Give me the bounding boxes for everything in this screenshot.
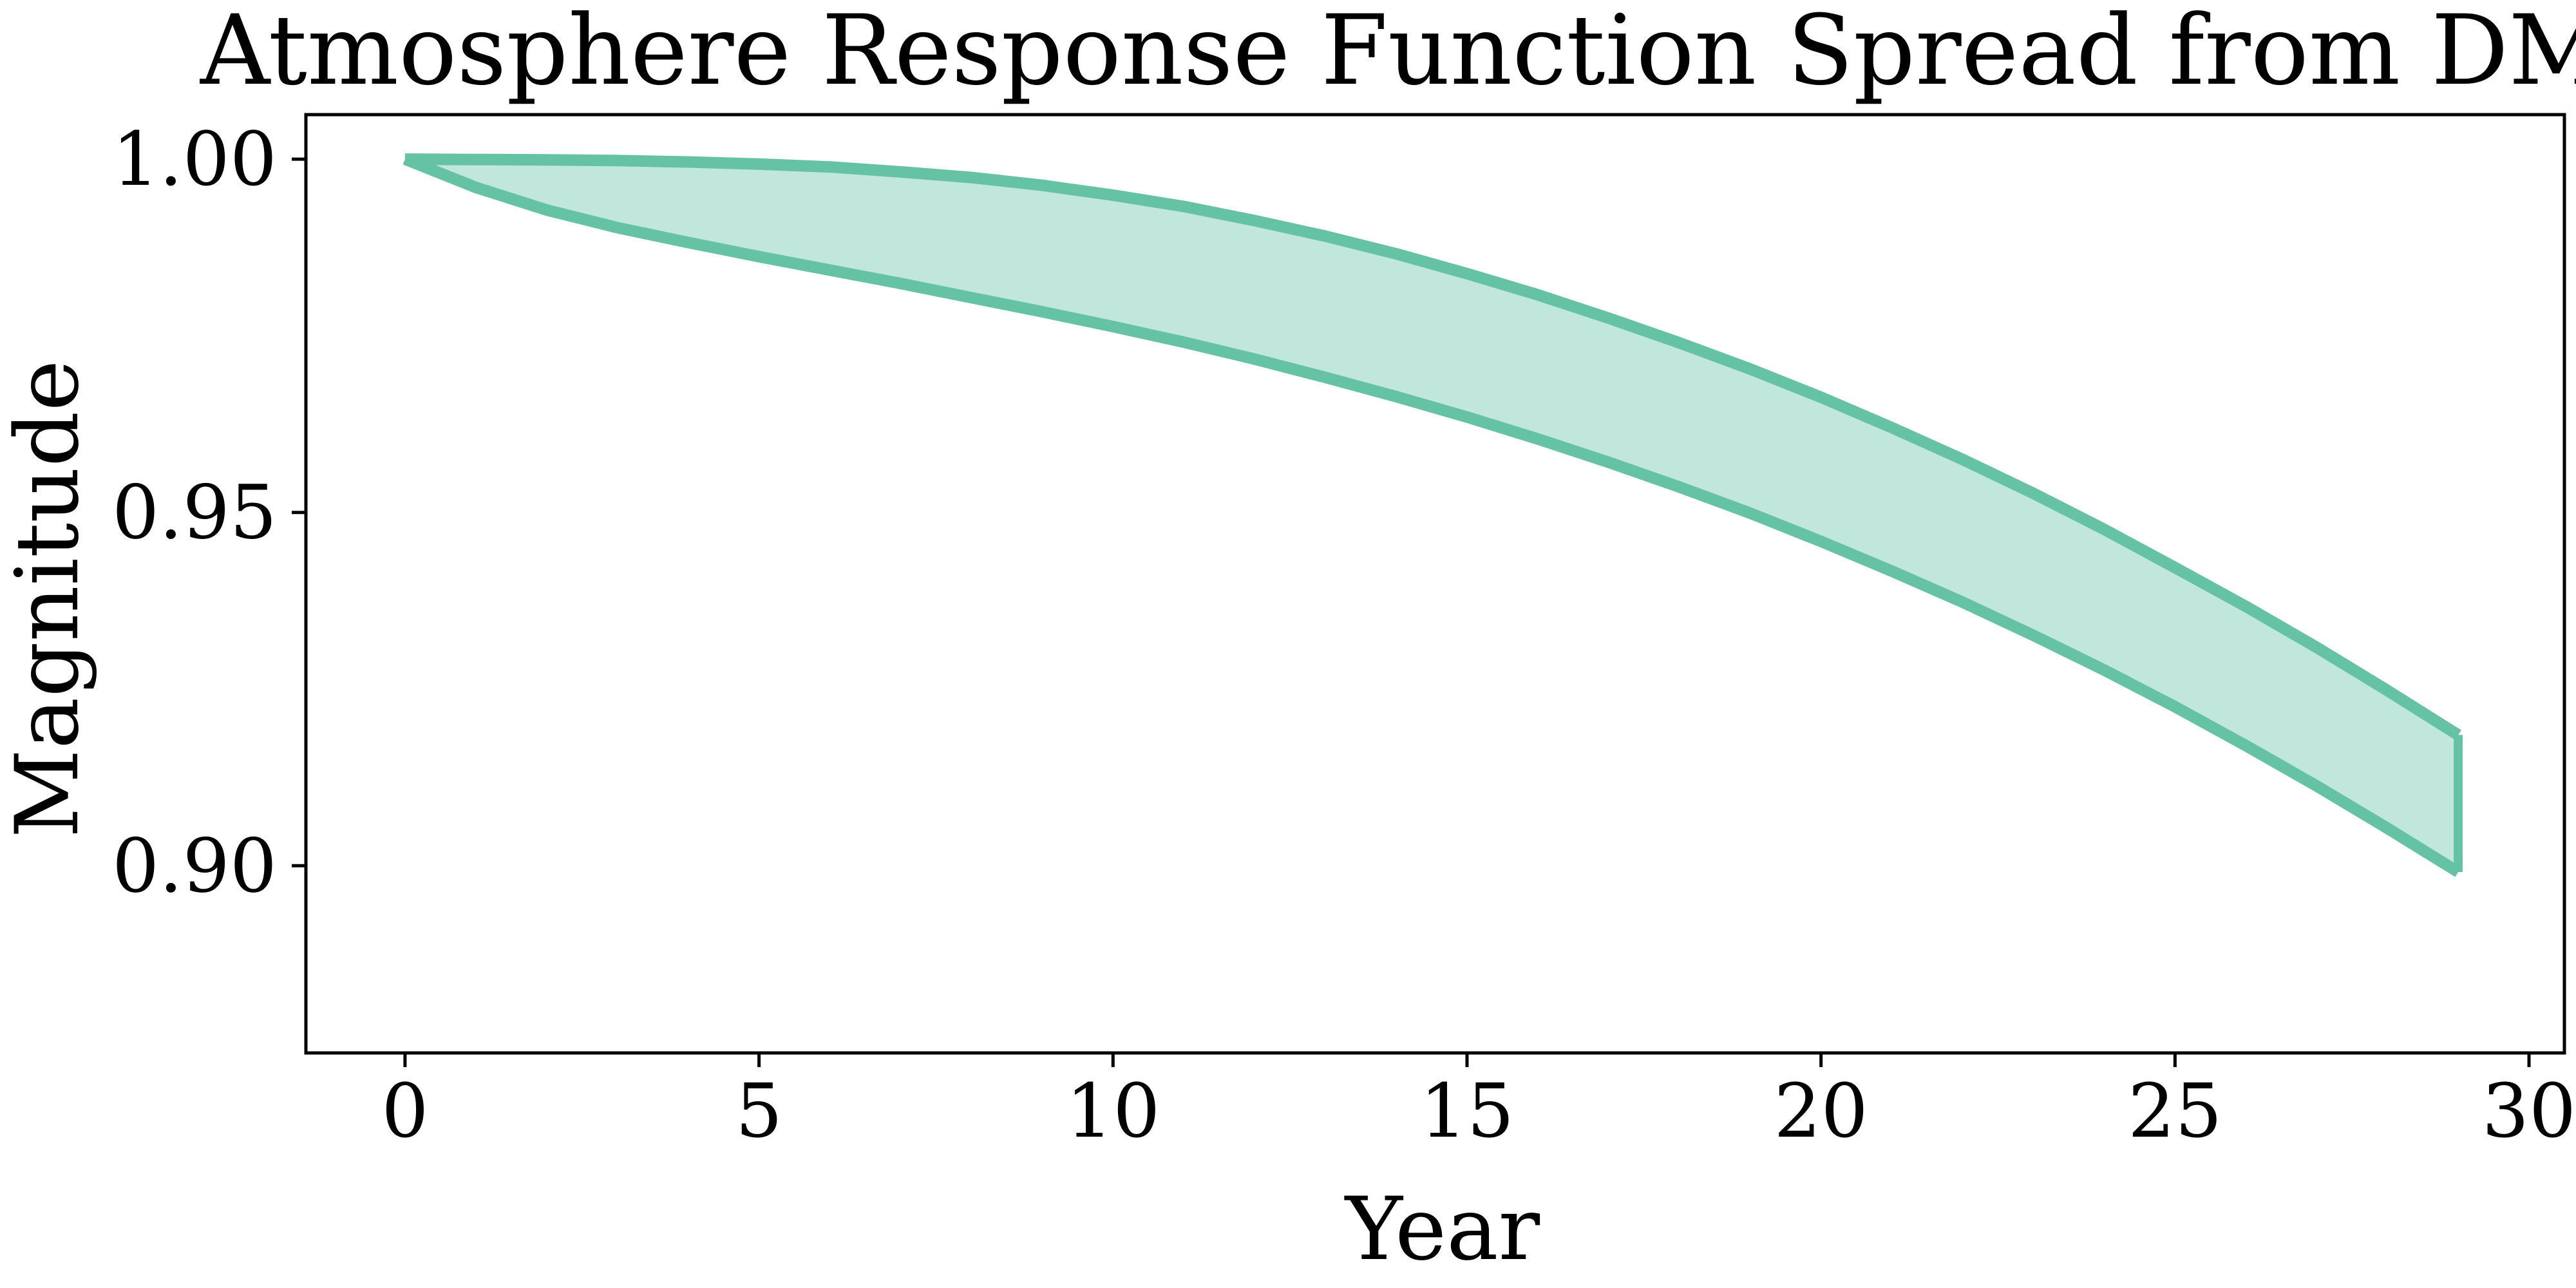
y-tick-label: 1.00 (112, 117, 277, 203)
spread-band (404, 159, 2459, 873)
y-axis-label: Magnitude (0, 360, 98, 838)
plot-frame (304, 113, 2566, 1055)
x-tick-label: 5 (735, 1068, 782, 1155)
axes: 0 5 10 15 20 25 30 0.90 0.95 1.00 (112, 113, 2576, 1155)
y-tick-label: 0.95 (112, 470, 277, 556)
x-tick-label: 20 (1774, 1068, 1868, 1155)
x-tick-label: 30 (2482, 1068, 2576, 1155)
plot-area (402, 153, 2463, 877)
y-tick-label: 0.90 (112, 823, 277, 909)
x-tick-label: 25 (2128, 1068, 2222, 1155)
x-tick-label: 0 (381, 1068, 428, 1155)
chart-title: Atmosphere Response Function Spread from… (200, 0, 2576, 107)
upper-bound-line (404, 153, 2461, 740)
x-tick-label: 15 (1420, 1068, 1514, 1155)
x-tick-label: 10 (1066, 1068, 1160, 1155)
x-axis-label: Year (1344, 1179, 1540, 1280)
lower-bound-line (402, 153, 2461, 877)
